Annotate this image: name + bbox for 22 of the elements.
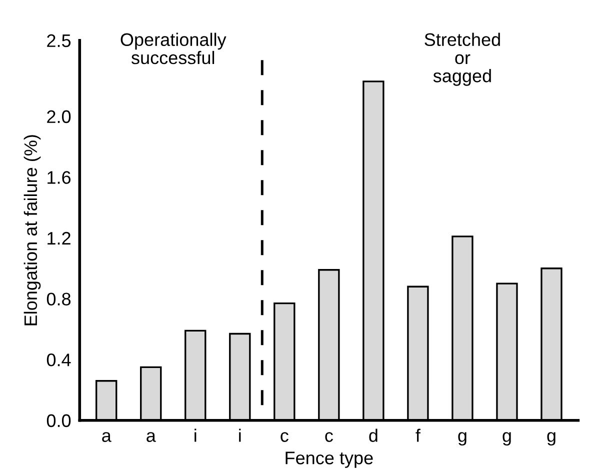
x-axis-title: Fence type xyxy=(286,452,373,468)
x-tick-label: g xyxy=(547,432,556,446)
x-tick-label: c xyxy=(280,432,288,442)
y-tick-label: 1.2 xyxy=(48,232,70,245)
y-tick-label: 2.5 xyxy=(47,34,71,48)
x-tick-label: i xyxy=(239,428,241,442)
y-tick-label: 0.4 xyxy=(46,354,71,366)
y-tick-label: 2.0 xyxy=(47,110,71,124)
x-tick-label: d xyxy=(369,428,378,442)
annotation: Stretched or sagged xyxy=(424,32,500,86)
x-tick-label: i xyxy=(194,428,196,442)
x-tick-label: g xyxy=(502,432,511,446)
y-tick-label: 1.6 xyxy=(48,171,71,184)
y-tick-label: 0.0 xyxy=(46,414,71,428)
x-tick-label: c xyxy=(325,432,333,442)
x-tick-label: a xyxy=(102,432,112,442)
y-axis-title: Elongation at failure (%) xyxy=(24,135,41,326)
x-tick-label: a xyxy=(146,432,156,442)
y-tick-label: 0.8 xyxy=(46,292,71,306)
annotation: Operationally successful xyxy=(120,32,226,64)
x-tick-label: g xyxy=(458,432,466,446)
x-tick-label: f xyxy=(416,428,420,442)
